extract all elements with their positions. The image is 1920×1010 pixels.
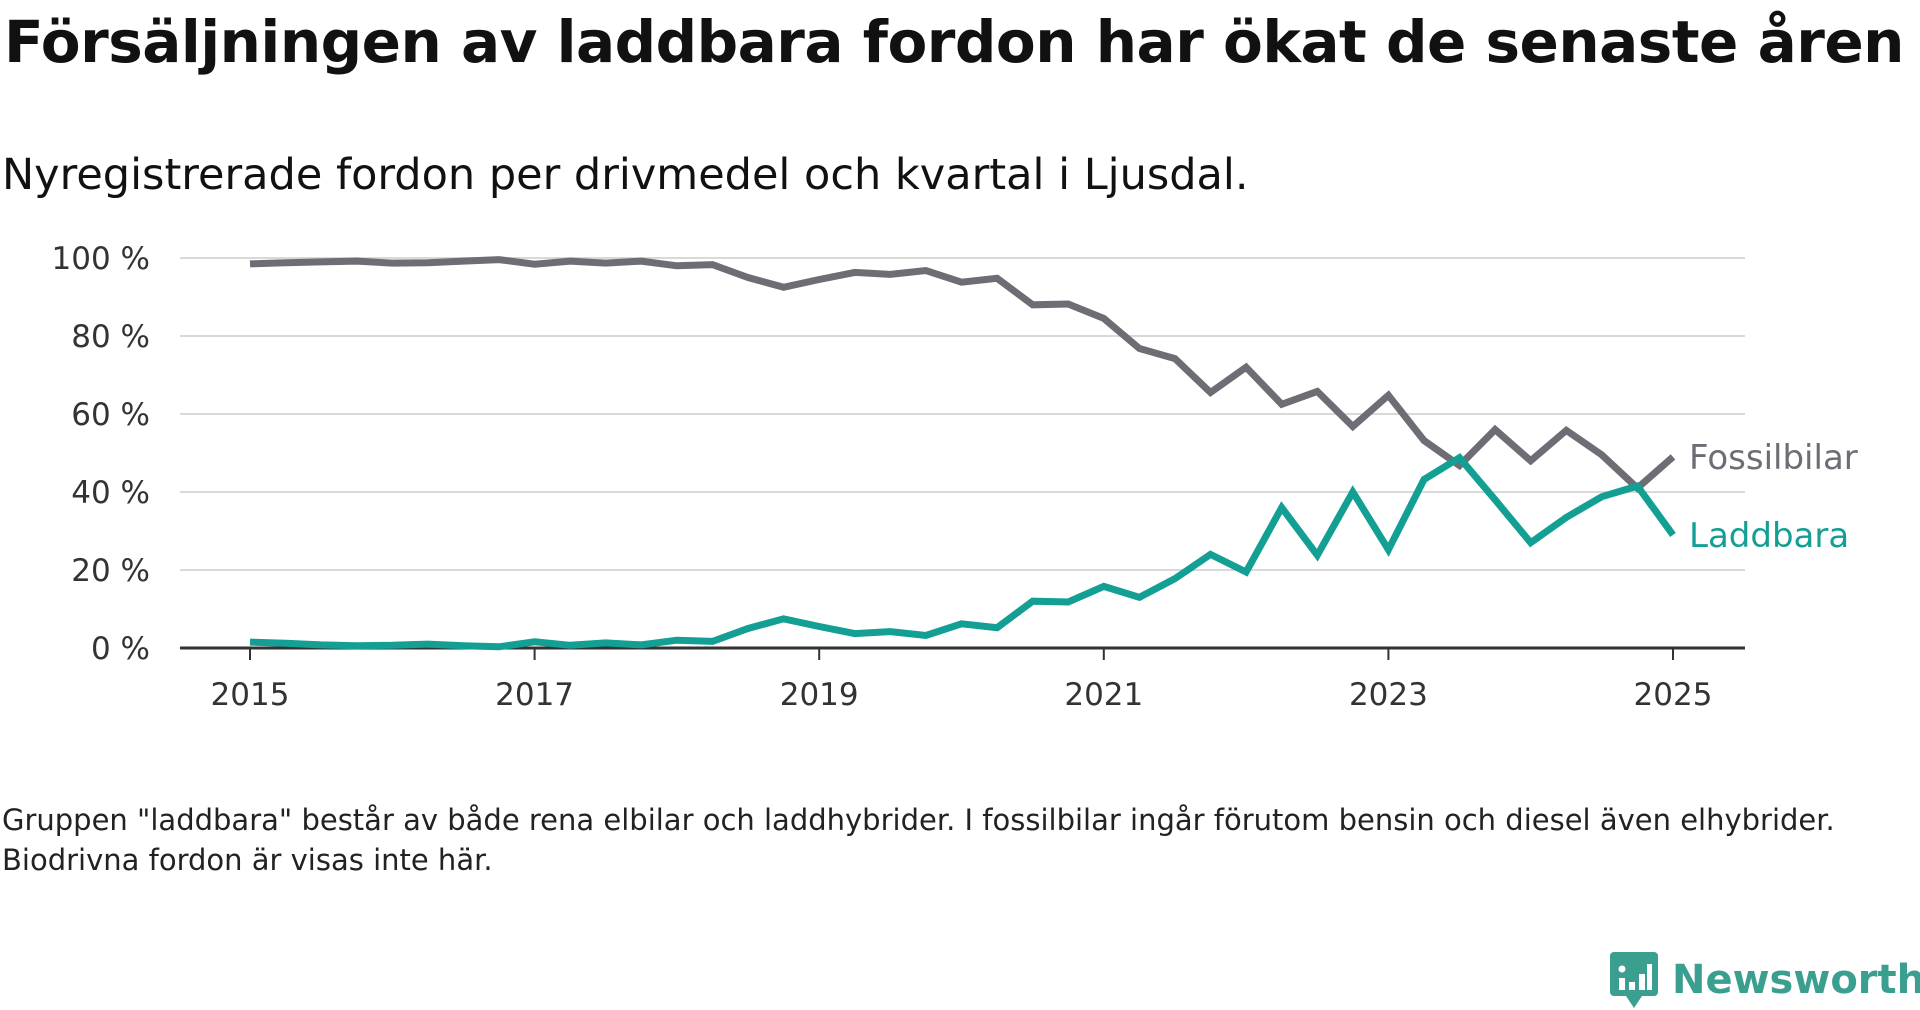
footnote: Gruppen "laddbara" består av både rena e…: [2, 803, 1835, 877]
y-tick-label: 60 %: [71, 397, 150, 433]
brand-name: Newsworthy: [1672, 957, 1920, 1003]
y-tick-label: 100 %: [52, 241, 150, 277]
chart-subtitle: Nyregistrerade fordon per drivmedel och …: [2, 150, 1249, 200]
x-axis: 2015 2017 2019 2021 2023 2025: [180, 646, 1745, 713]
x-tick-label: 2019: [780, 677, 859, 713]
series-line-fossilbilar: [249, 256, 1676, 493]
series-labels: Fossilbilar Laddbara: [1689, 438, 1858, 556]
y-tick-label: 80 %: [71, 319, 150, 355]
x-tick-label: 2017: [495, 677, 574, 713]
brand-logo: Newsworthy: [1610, 950, 1920, 1010]
series-line-laddbara: [249, 453, 1676, 651]
x-tick-label: 2021: [1064, 677, 1143, 713]
x-tick-label: 2015: [211, 677, 290, 713]
series-label-laddbara: Laddbara: [1689, 516, 1849, 556]
y-axis-ticks: 0 % 20 % 40 % 60 % 80 % 100 %: [52, 241, 150, 667]
y-tick-label: 40 %: [71, 475, 150, 511]
y-tick-label: 20 %: [71, 553, 150, 589]
series-lines: [249, 256, 1676, 651]
newsworthy-logo-icon: [1610, 952, 1658, 1008]
y-tick-label: 0 %: [91, 631, 150, 667]
x-tick-label: 2023: [1349, 677, 1428, 713]
series-label-fossilbilar: Fossilbilar: [1689, 438, 1858, 478]
chart-title: Försäljningen av laddbara fordon har öka…: [4, 8, 1904, 76]
x-tick-label: 2025: [1634, 677, 1713, 713]
line-chart: 0 % 20 % 40 % 60 % 80 % 100 % 2015 2017 2019 202…: [52, 241, 1858, 713]
